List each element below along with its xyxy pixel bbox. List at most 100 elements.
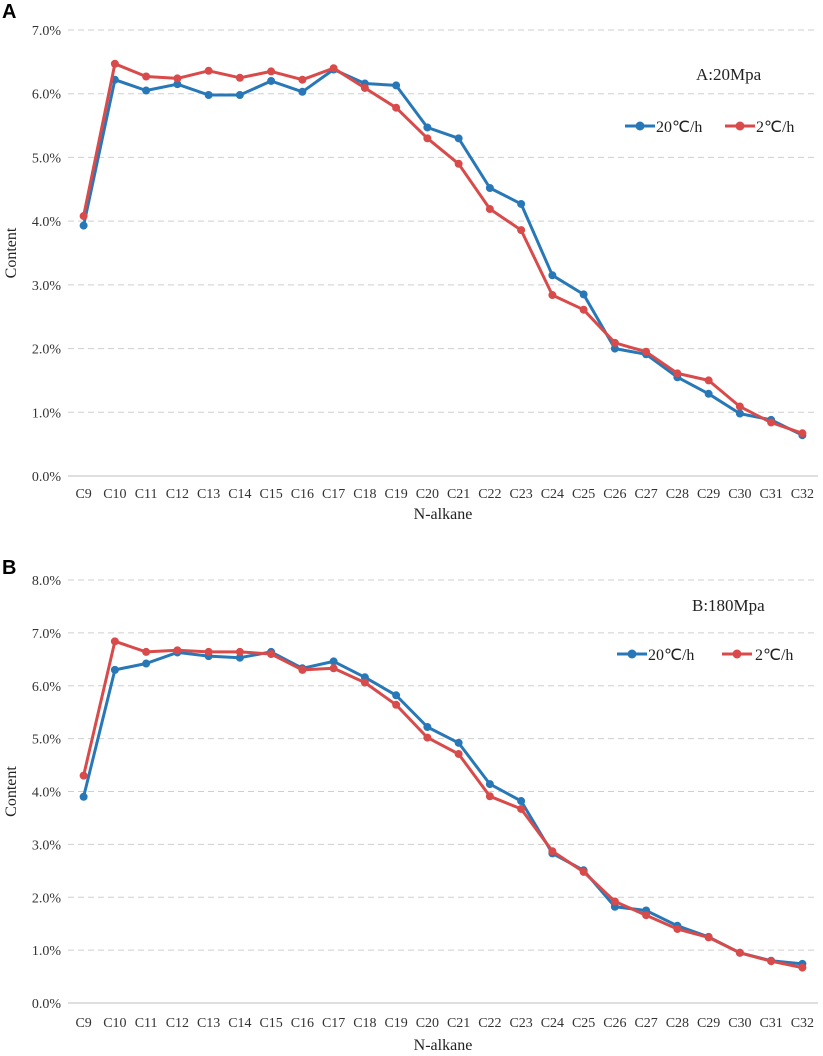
data-point bbox=[235, 73, 244, 82]
x-tick-label: C17 bbox=[322, 487, 345, 502]
legend-marker bbox=[735, 121, 745, 131]
legend-marker bbox=[635, 121, 645, 131]
x-tick-label: C22 bbox=[478, 487, 501, 502]
y-tick-label: 5.0% bbox=[32, 733, 62, 748]
data-point bbox=[392, 103, 401, 112]
data-point bbox=[329, 64, 338, 73]
data-point bbox=[642, 911, 651, 920]
x-tick-label: C32 bbox=[791, 487, 814, 502]
x-tick-label: C11 bbox=[135, 1016, 158, 1031]
x-axis-title: N-alkane bbox=[414, 1037, 473, 1054]
series-line bbox=[82, 639, 803, 970]
data-point bbox=[360, 83, 369, 92]
data-point bbox=[173, 646, 182, 655]
series-slow bbox=[79, 59, 807, 438]
pressure-annotation: A:20Mpa bbox=[696, 65, 762, 84]
x-tick-label: C11 bbox=[135, 487, 158, 502]
x-tick-label: C30 bbox=[728, 487, 751, 502]
data-point bbox=[423, 123, 432, 132]
data-point bbox=[110, 665, 119, 674]
data-point bbox=[79, 221, 88, 230]
x-tick-label: C14 bbox=[228, 487, 251, 502]
data-point bbox=[485, 780, 494, 789]
x-tick-label: C20 bbox=[416, 1016, 439, 1031]
series-fast bbox=[79, 647, 807, 968]
x-tick-label: C31 bbox=[759, 487, 782, 502]
data-point bbox=[298, 75, 307, 84]
data-point bbox=[298, 87, 307, 96]
y-tick-label: 3.0% bbox=[32, 838, 62, 853]
data-point bbox=[642, 347, 651, 356]
data-point bbox=[110, 59, 119, 68]
data-point bbox=[173, 80, 182, 89]
x-tick-label: C27 bbox=[634, 487, 657, 502]
data-point bbox=[548, 847, 557, 856]
data-point bbox=[735, 948, 744, 957]
data-point bbox=[454, 159, 463, 168]
x-tick-label: C10 bbox=[103, 1016, 126, 1031]
series-line bbox=[82, 62, 803, 435]
legend-entry: 2℃/h bbox=[725, 119, 794, 136]
data-point bbox=[329, 664, 338, 673]
x-tick-label: C31 bbox=[759, 1016, 782, 1031]
y-tick-label: 6.0% bbox=[32, 88, 62, 103]
panel-letter: B bbox=[2, 557, 16, 579]
y-tick-label: 7.0% bbox=[32, 627, 62, 642]
data-point bbox=[423, 722, 432, 731]
data-point bbox=[454, 134, 463, 143]
x-tick-label: C26 bbox=[603, 487, 626, 502]
data-point bbox=[329, 657, 338, 666]
data-point bbox=[204, 90, 213, 99]
y-tick-label: 7.0% bbox=[32, 24, 62, 39]
x-tick-label: C25 bbox=[572, 1016, 595, 1031]
x-tick-label: C28 bbox=[666, 487, 689, 502]
x-tick-label: C13 bbox=[197, 1016, 220, 1031]
x-tick-label: C23 bbox=[509, 487, 532, 502]
x-tick-label: C9 bbox=[75, 1016, 91, 1031]
y-tick-label: 6.0% bbox=[32, 680, 62, 695]
legend-label: 2℃/h bbox=[756, 119, 794, 136]
data-point bbox=[485, 205, 494, 214]
data-point bbox=[704, 933, 713, 942]
data-point bbox=[548, 291, 557, 300]
data-point bbox=[392, 700, 401, 709]
legend-entry: 20℃/h bbox=[625, 119, 702, 136]
x-tick-label: C25 bbox=[572, 487, 595, 502]
data-point bbox=[579, 867, 588, 876]
data-point bbox=[610, 344, 619, 353]
data-point bbox=[173, 74, 182, 83]
y-axis-title: Content bbox=[3, 227, 20, 278]
x-tick-label: C32 bbox=[791, 1016, 814, 1031]
data-point bbox=[579, 290, 588, 299]
data-point bbox=[610, 338, 619, 347]
data-point bbox=[704, 376, 713, 385]
x-tick-label: C26 bbox=[603, 1016, 626, 1031]
series-line bbox=[82, 68, 804, 437]
data-point bbox=[110, 637, 119, 646]
x-tick-label: C30 bbox=[728, 1016, 751, 1031]
data-point bbox=[735, 409, 744, 418]
data-point bbox=[735, 402, 744, 411]
x-axis-title: N-alkane bbox=[414, 506, 473, 523]
data-point bbox=[267, 67, 276, 76]
data-point bbox=[235, 653, 244, 662]
y-tick-label: 0.0% bbox=[32, 997, 62, 1012]
data-point bbox=[704, 389, 713, 398]
chart-panel-b: B 0.0% 1.0% 2.0% 3.0% 4.0% 5.0% 6.0% 7.0% 8.0% C9 C… bbox=[2, 557, 818, 1054]
data-point bbox=[142, 659, 151, 668]
x-tick-label: C28 bbox=[666, 1016, 689, 1031]
data-point bbox=[79, 792, 88, 801]
legend-marker bbox=[627, 649, 637, 659]
data-point bbox=[267, 76, 276, 85]
data-point bbox=[454, 738, 463, 747]
x-tick-label: C17 bbox=[322, 1016, 345, 1031]
y-tick-label: 4.0% bbox=[32, 215, 62, 230]
data-point bbox=[517, 804, 526, 813]
x-tick-label: C15 bbox=[259, 1016, 282, 1031]
x-tick-label: C27 bbox=[634, 1016, 657, 1031]
x-tick-label: C18 bbox=[353, 1016, 376, 1031]
data-point bbox=[767, 957, 776, 966]
data-point bbox=[485, 792, 494, 801]
data-point bbox=[79, 771, 88, 780]
